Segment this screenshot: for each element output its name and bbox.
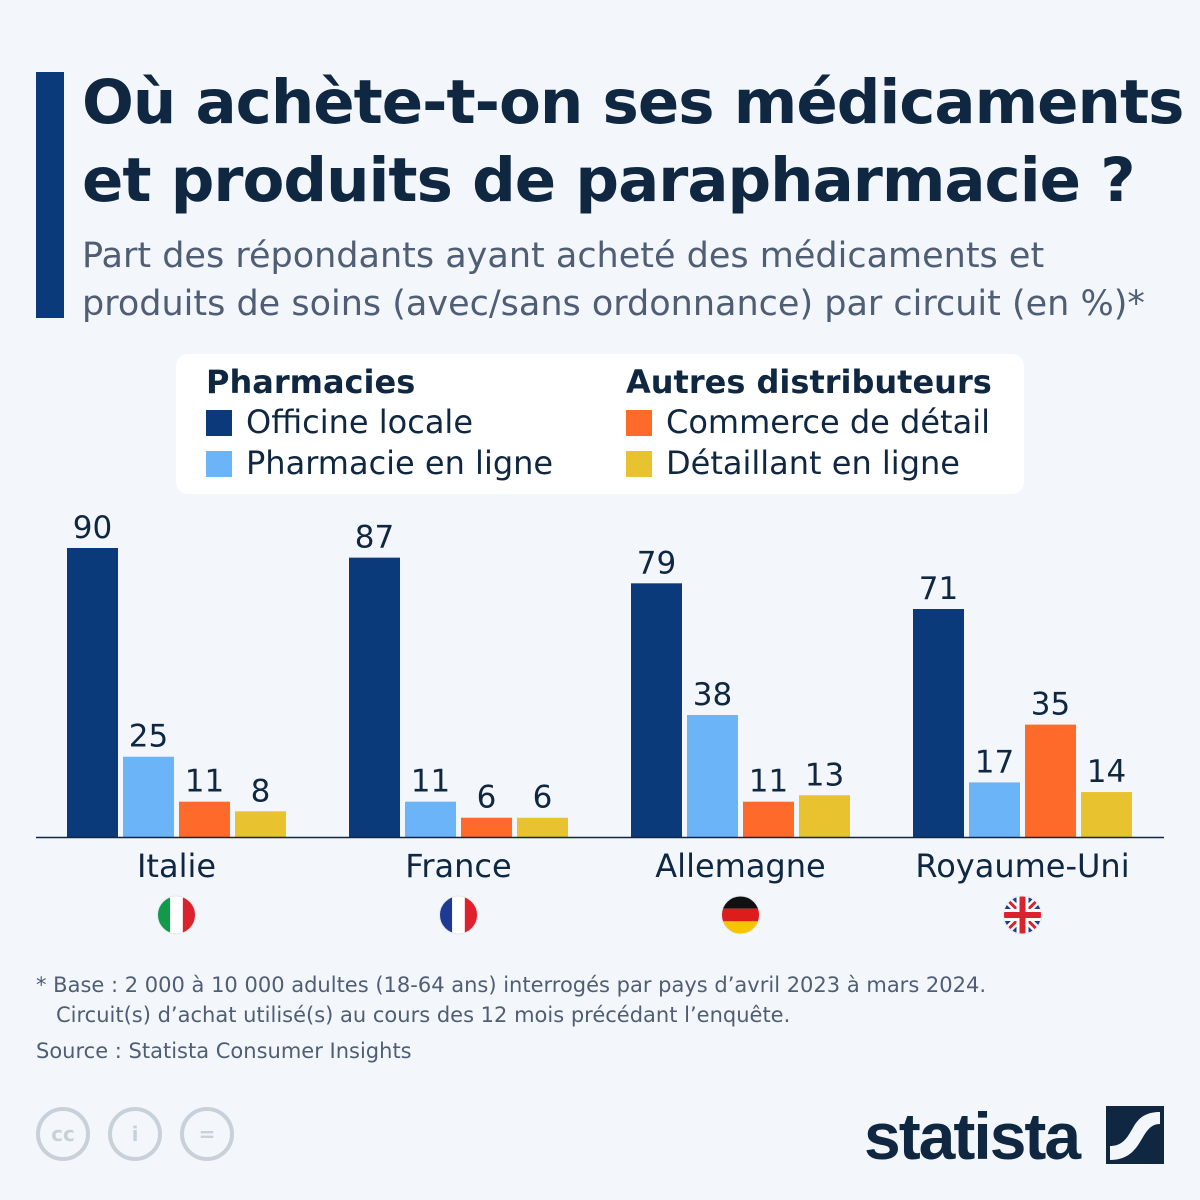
data-label: 71: [919, 571, 958, 607]
legend-item: Détaillant en ligne: [626, 443, 992, 484]
bar: [1081, 792, 1132, 837]
data-label: 25: [129, 719, 168, 755]
bar: [349, 557, 400, 837]
legend-swatch: [206, 450, 232, 477]
bar: [517, 817, 568, 837]
data-label: 38: [693, 677, 732, 713]
category-label: Royaume-Uni: [915, 847, 1129, 885]
data-label: 17: [975, 744, 1014, 780]
chart-subtitle: Part des répondants ayant acheté des méd…: [82, 236, 1145, 324]
bar: [405, 801, 456, 837]
legend: Pharmacies Officine locale Pharmacie en …: [176, 354, 1024, 494]
bar: [743, 801, 794, 837]
legend-item: Officine locale: [206, 402, 553, 443]
data-label: 11: [411, 764, 450, 800]
statista-logo[interactable]: statista: [864, 1099, 1081, 1173]
data-label: 8: [251, 773, 271, 809]
uk-flag: [1003, 896, 1042, 934]
germany-flag: [721, 896, 760, 934]
legend-item: Pharmacie en ligne: [206, 443, 553, 484]
bar: [913, 609, 964, 837]
bar: [123, 756, 174, 837]
footnote: * Base : 2 000 à 10 000 adultes (18-64 a…: [36, 970, 986, 1030]
data-label: 35: [1031, 687, 1070, 723]
legend-group-autres: Autres distributeurs: [626, 363, 992, 401]
legend-swatch: [206, 409, 232, 436]
flag-outline: [439, 895, 478, 935]
bar: [969, 782, 1020, 837]
flag-outline: [1003, 895, 1042, 935]
footnote-line: Circuit(s) d’achat utilisé(s) au cours d…: [56, 1003, 791, 1027]
flag-outline: [721, 895, 760, 935]
bar: [1025, 724, 1076, 837]
category-label: Allemagne: [655, 847, 825, 885]
chart-title: Où achète-t-on ses médicaments et produi…: [82, 67, 1184, 216]
bar: [235, 811, 286, 837]
data-label: 79: [637, 545, 676, 581]
legend-item: Commerce de détail: [626, 402, 992, 443]
france-flag: [439, 896, 478, 934]
data-label: 87: [355, 520, 394, 556]
category-label: France: [405, 847, 511, 885]
bar: [67, 548, 118, 837]
category-label: Italie: [137, 847, 216, 885]
data-label: 11: [749, 764, 788, 800]
legend-swatch: [626, 450, 652, 477]
italy-flag: [157, 896, 196, 934]
bar: [687, 714, 738, 837]
bar: [461, 817, 512, 837]
flag-outline: [157, 895, 196, 935]
statista-logo-mark-icon: [1106, 1106, 1164, 1164]
legend-label: Officine locale: [246, 403, 473, 441]
legend-label: Détaillant en ligne: [666, 444, 960, 482]
footnote-line: * Base : 2 000 à 10 000 adultes (18-64 a…: [36, 973, 987, 997]
data-label: 90: [73, 510, 112, 546]
bar-chart: 90 25 11 8 Italie 87 11 6 6 France 79 38 11 13 Allemag…: [36, 510, 1164, 935]
cc-icon[interactable]: cc: [36, 1107, 90, 1161]
attribution-icon[interactable]: i: [108, 1107, 162, 1161]
data-label: 13: [805, 757, 844, 793]
legend-label: Commerce de détail: [666, 403, 990, 441]
legend-group-pharmacies: Pharmacies: [206, 363, 416, 401]
data-label: 11: [185, 764, 224, 800]
legend-swatch: [626, 409, 652, 436]
legend-label: Pharmacie en ligne: [246, 444, 554, 482]
bar: [799, 795, 850, 837]
data-label: 6: [477, 780, 497, 816]
source: Source : Statista Consumer Insights: [36, 1039, 412, 1063]
title-accent-bar: [36, 72, 64, 318]
bar: [179, 801, 230, 837]
data-label: 14: [1087, 754, 1126, 790]
bar: [631, 583, 682, 837]
noderivs-icon[interactable]: =: [180, 1107, 234, 1161]
data-label: 6: [533, 780, 553, 816]
